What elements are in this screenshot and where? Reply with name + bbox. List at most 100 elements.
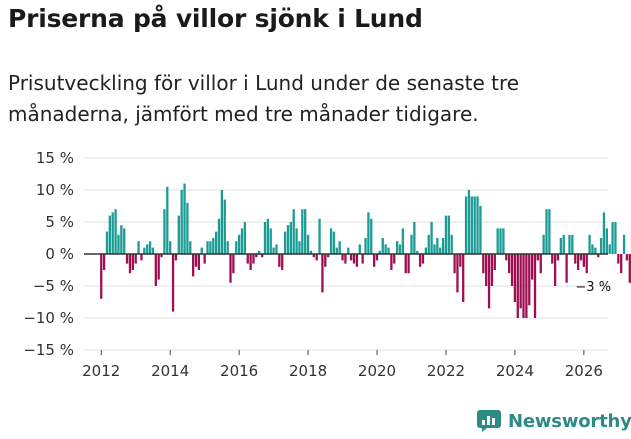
bar (128, 254, 132, 274)
bar (413, 222, 416, 254)
bar (528, 254, 531, 306)
bar (530, 254, 534, 280)
bar (395, 241, 399, 254)
bar (574, 254, 577, 264)
y-tick-label: 5 % (45, 213, 74, 231)
bar (286, 225, 290, 254)
bar (370, 218, 373, 254)
bar (329, 228, 333, 254)
bar (105, 231, 109, 254)
bar (456, 254, 459, 293)
bar (487, 254, 491, 309)
bar (622, 234, 626, 254)
bar (166, 186, 169, 254)
x-tick-label: 2012 (82, 362, 120, 380)
bar (281, 254, 284, 270)
bar (375, 254, 379, 261)
bar (183, 183, 186, 254)
bar (447, 215, 450, 254)
y-tick-label: −5 % (33, 277, 74, 295)
bar (508, 254, 511, 274)
bar (516, 254, 519, 318)
y-tick-label: 0 % (45, 245, 74, 263)
bar (350, 254, 353, 261)
bar (490, 254, 494, 286)
bar (599, 238, 603, 254)
bar (269, 228, 272, 254)
bar (473, 196, 476, 254)
bar (108, 215, 112, 254)
bar (513, 254, 517, 302)
bar (433, 244, 436, 254)
bar (372, 254, 376, 267)
bar (243, 222, 247, 254)
bar (505, 254, 508, 261)
bar (548, 209, 551, 254)
bar (450, 234, 453, 254)
bar (341, 254, 344, 261)
bar (312, 254, 315, 258)
bar (565, 254, 568, 283)
bar (542, 234, 545, 254)
bar (424, 247, 428, 254)
bar (306, 234, 310, 254)
bar (479, 206, 482, 254)
bar (539, 254, 542, 274)
bar (171, 254, 175, 312)
bar (327, 254, 330, 258)
bar (467, 190, 471, 254)
bar (367, 212, 370, 254)
bar (553, 254, 557, 286)
bar (235, 241, 238, 254)
chart-subtitle: Prisutveckling för villor i Lund under d… (8, 71, 520, 126)
bar (418, 254, 422, 267)
bar (206, 241, 209, 254)
x-tick-label: 2014 (151, 362, 189, 380)
bar (260, 254, 264, 258)
bar (246, 254, 249, 264)
bar (117, 234, 120, 254)
bar (482, 254, 485, 274)
bar (462, 254, 465, 302)
bar (232, 254, 235, 274)
bar (582, 254, 585, 267)
newsworthy-logo[interactable]: Newsworthy (476, 409, 631, 433)
bar (525, 254, 528, 318)
bar (361, 254, 364, 264)
bar (510, 254, 514, 286)
bar (338, 241, 341, 254)
bar (352, 254, 356, 264)
bar (301, 209, 304, 254)
bar (151, 247, 155, 254)
bar (571, 234, 574, 254)
bar (476, 196, 479, 254)
bar (522, 254, 525, 318)
y-tick-label: 15 % (36, 149, 74, 167)
bar (186, 202, 189, 254)
bar (559, 238, 563, 254)
bar (295, 228, 298, 254)
bar (358, 244, 361, 254)
bar (444, 215, 448, 254)
brand-name: Newsworthy (508, 410, 631, 432)
bar (226, 241, 229, 254)
bar (410, 234, 413, 254)
bar (134, 254, 137, 264)
bar (163, 209, 166, 254)
bar (588, 234, 591, 254)
bar (628, 254, 631, 283)
bar (401, 228, 405, 254)
y-tick-label: −15 % (23, 341, 74, 359)
bar (439, 247, 442, 254)
bar-chart-icon (477, 410, 501, 432)
bar (229, 254, 232, 283)
y-tick-label: −10 % (23, 309, 74, 327)
bar (321, 254, 324, 293)
bar (255, 254, 258, 258)
bar (519, 254, 522, 309)
bar (393, 254, 396, 264)
bar (407, 254, 410, 274)
bar (551, 254, 554, 264)
bar (160, 254, 163, 258)
